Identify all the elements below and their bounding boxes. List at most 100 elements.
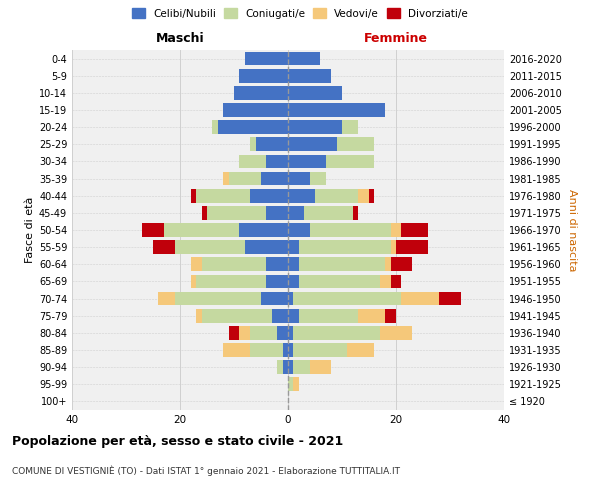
Bar: [310, 223, 391, 237]
Bar: [385, 258, 391, 271]
Bar: [347, 343, 374, 357]
Bar: [299, 274, 380, 288]
Bar: [401, 223, 428, 237]
Text: Popolazione per età, sesso e stato civile - 2021: Popolazione per età, sesso e stato civil…: [12, 435, 343, 448]
Bar: [239, 154, 266, 168]
Bar: [245, 52, 288, 66]
Bar: [288, 378, 293, 391]
Bar: [288, 206, 304, 220]
Bar: [250, 189, 288, 202]
Bar: [293, 326, 380, 340]
Bar: [288, 223, 310, 237]
Bar: [288, 292, 293, 306]
Bar: [277, 360, 283, 374]
Bar: [391, 240, 396, 254]
Bar: [299, 240, 391, 254]
Text: Femmine: Femmine: [364, 32, 428, 45]
Bar: [142, 223, 164, 237]
Bar: [256, 138, 288, 151]
Bar: [353, 206, 358, 220]
Bar: [250, 326, 277, 340]
Bar: [439, 292, 461, 306]
Bar: [288, 138, 337, 151]
Bar: [212, 120, 218, 134]
Bar: [380, 274, 391, 288]
Bar: [245, 240, 288, 254]
Bar: [202, 258, 266, 271]
Bar: [283, 360, 288, 374]
Bar: [272, 309, 288, 322]
Bar: [191, 189, 196, 202]
Bar: [288, 343, 293, 357]
Bar: [293, 378, 299, 391]
Y-axis label: Fasce di età: Fasce di età: [25, 197, 35, 263]
Bar: [288, 154, 326, 168]
Y-axis label: Anni di nascita: Anni di nascita: [567, 188, 577, 271]
Bar: [315, 189, 358, 202]
Bar: [310, 172, 326, 185]
Bar: [293, 343, 347, 357]
Bar: [293, 292, 401, 306]
Bar: [250, 343, 283, 357]
Bar: [261, 172, 288, 185]
Bar: [342, 120, 358, 134]
Bar: [175, 292, 261, 306]
Bar: [337, 138, 374, 151]
Bar: [229, 172, 261, 185]
Bar: [288, 258, 299, 271]
Bar: [288, 326, 293, 340]
Bar: [369, 189, 374, 202]
Bar: [239, 326, 250, 340]
Bar: [391, 274, 401, 288]
Bar: [304, 206, 353, 220]
Bar: [164, 223, 239, 237]
Bar: [288, 189, 315, 202]
Bar: [266, 206, 288, 220]
Bar: [234, 86, 288, 100]
Bar: [266, 154, 288, 168]
Bar: [153, 240, 175, 254]
Bar: [202, 309, 272, 322]
Bar: [358, 189, 369, 202]
Bar: [288, 52, 320, 66]
Bar: [277, 326, 288, 340]
Bar: [385, 309, 396, 322]
Bar: [223, 103, 288, 117]
Bar: [401, 292, 439, 306]
Bar: [223, 172, 229, 185]
Bar: [288, 309, 299, 322]
Bar: [196, 189, 250, 202]
Bar: [299, 309, 358, 322]
Bar: [288, 240, 299, 254]
Bar: [239, 223, 288, 237]
Bar: [283, 343, 288, 357]
Text: Maschi: Maschi: [155, 32, 205, 45]
Bar: [396, 240, 428, 254]
Bar: [380, 326, 412, 340]
Bar: [158, 292, 175, 306]
Bar: [288, 360, 293, 374]
Bar: [250, 138, 256, 151]
Bar: [299, 258, 385, 271]
Bar: [191, 274, 196, 288]
Bar: [191, 258, 202, 271]
Bar: [229, 326, 239, 340]
Bar: [207, 206, 266, 220]
Bar: [266, 258, 288, 271]
Bar: [261, 292, 288, 306]
Bar: [358, 309, 385, 322]
Bar: [218, 120, 288, 134]
Bar: [288, 274, 299, 288]
Bar: [196, 309, 202, 322]
Bar: [310, 360, 331, 374]
Bar: [196, 274, 266, 288]
Legend: Celibi/Nubili, Coniugati/e, Vedovi/e, Divorziati/e: Celibi/Nubili, Coniugati/e, Vedovi/e, Di…: [129, 5, 471, 21]
Bar: [391, 258, 412, 271]
Bar: [288, 86, 342, 100]
Text: COMUNE DI VESTIGNIÈ (TO) - Dati ISTAT 1° gennaio 2021 - Elaborazione TUTTITALIA.: COMUNE DI VESTIGNIÈ (TO) - Dati ISTAT 1°…: [12, 465, 400, 475]
Bar: [223, 343, 250, 357]
Bar: [239, 69, 288, 82]
Bar: [288, 120, 342, 134]
Bar: [175, 240, 245, 254]
Bar: [391, 223, 401, 237]
